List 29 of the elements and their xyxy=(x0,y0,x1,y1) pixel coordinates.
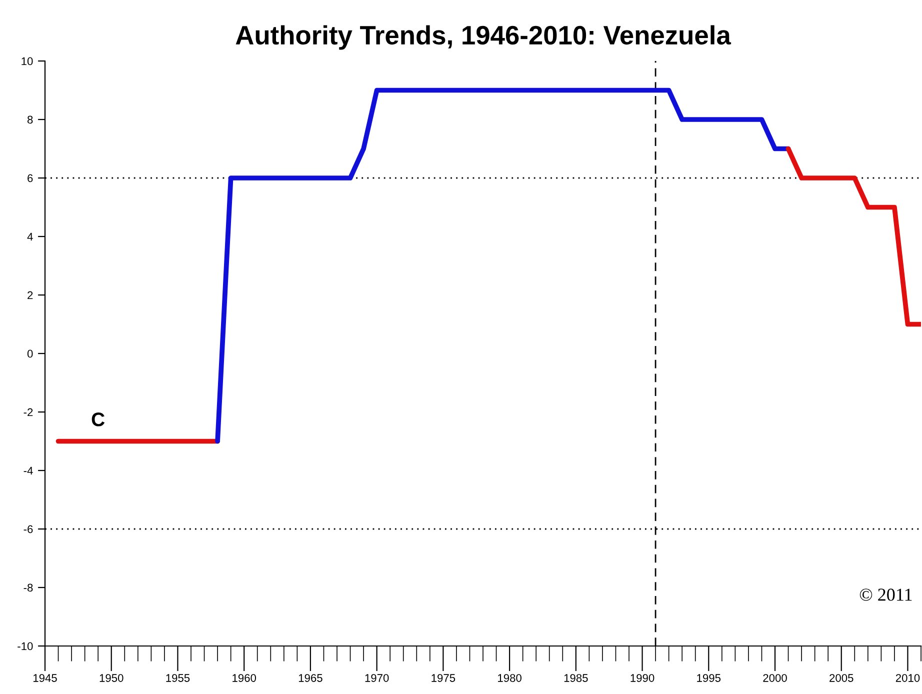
annotation: © 2011 xyxy=(860,588,912,601)
y-tick-label: -6 xyxy=(24,525,33,534)
x-tick-label: 1995 xyxy=(697,674,721,682)
x-tick-label: 1970 xyxy=(365,674,389,682)
x-tick-label: 1990 xyxy=(630,674,654,682)
x-tick-label: 1950 xyxy=(100,674,124,682)
x-tick-label: 1975 xyxy=(432,674,456,682)
x-tick-label: 1985 xyxy=(564,674,588,682)
y-tick-label: 4 xyxy=(27,232,33,241)
y-tick-label: -8 xyxy=(24,584,33,592)
x-tick-label: 1965 xyxy=(298,674,322,682)
x-tick-label: 2005 xyxy=(830,674,854,682)
line-series xyxy=(786,146,921,327)
x-tick-label: 1980 xyxy=(498,674,522,682)
y-tick-label: 6 xyxy=(28,174,33,182)
x-tick-label: 2010 xyxy=(896,674,920,682)
y-tick-label: 0 xyxy=(27,350,33,358)
chart-title: Authority Trends, 1946-2010: Venezuela xyxy=(236,25,732,50)
y-tick-label: 10 xyxy=(22,57,33,66)
y-tick-label: -2 xyxy=(24,408,33,416)
y-tick-label: 2 xyxy=(28,291,33,300)
annotation: C xyxy=(92,412,105,426)
y-tick-label: -4 xyxy=(24,466,33,475)
x-tick-label: 2000 xyxy=(763,674,787,682)
y-tick-label: -10 xyxy=(18,642,33,650)
y-tick-label: 8 xyxy=(28,116,33,124)
x-tick-label: 1945 xyxy=(33,674,57,682)
x-tick-label: 1960 xyxy=(232,674,256,682)
x-tick-label: 1955 xyxy=(166,674,190,682)
